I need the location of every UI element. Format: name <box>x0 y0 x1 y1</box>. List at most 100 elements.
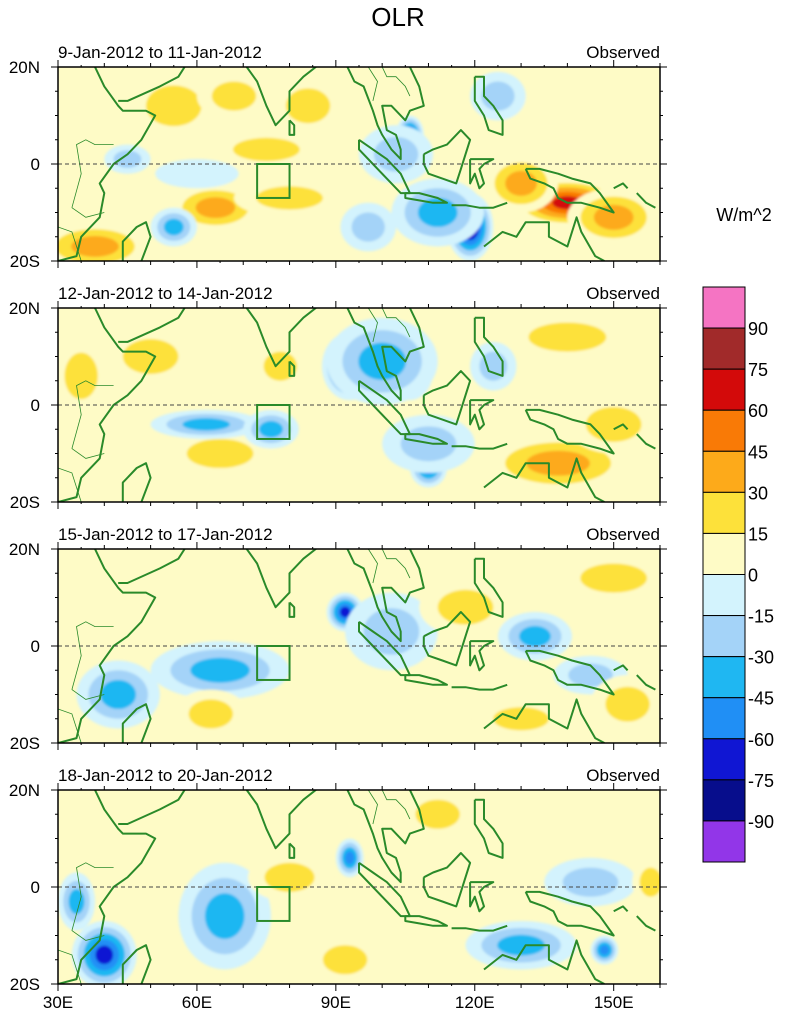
olr-anomaly-region <box>639 867 660 897</box>
legend-label: -90 <box>748 812 774 832</box>
x-tick-label: 150E <box>594 993 634 1012</box>
olr-anomaly-region <box>358 342 406 381</box>
legend-swatch <box>702 738 746 781</box>
legend-label: 90 <box>748 319 768 339</box>
panel-period: 15-Jan-2012 to 17-Jan-2012 <box>58 525 273 544</box>
country-border <box>71 930 105 941</box>
coastline <box>404 674 448 686</box>
legend-swatch <box>702 615 746 658</box>
olr-anomaly-region <box>186 438 254 469</box>
legend-swatch <box>702 450 746 493</box>
olr-anomaly-region <box>481 81 515 111</box>
panel-period: 9-Jan-2012 to 11-Jan-2012 <box>58 43 262 62</box>
coastline <box>473 75 504 136</box>
coastline <box>118 790 186 825</box>
panel-label: Observed <box>586 525 660 544</box>
coastline <box>636 674 656 691</box>
olr-anomaly-region <box>437 589 494 625</box>
coastline <box>121 703 152 743</box>
coastlines <box>58 67 656 261</box>
legend-label: 60 <box>748 401 768 421</box>
olr-anomaly-region <box>340 606 351 618</box>
coastline <box>422 370 472 426</box>
olr-anomaly-region <box>145 85 202 127</box>
country-border <box>367 67 378 101</box>
y-tick-label: 20N <box>9 58 40 77</box>
olr-anomaly-region <box>528 322 607 352</box>
olr-field <box>58 790 660 984</box>
olr-anomaly-region <box>605 686 650 722</box>
olr-anomaly-region <box>264 862 315 892</box>
coastline <box>121 944 152 984</box>
olr-anomaly-region <box>190 657 250 683</box>
olr-anomaly-region <box>417 197 458 228</box>
olr-anomaly-region <box>505 170 537 196</box>
legend-swatch <box>702 491 746 534</box>
panel-period: 12-Jan-2012 to 14-Jan-2012 <box>58 284 273 303</box>
country-border <box>71 380 114 449</box>
coastline <box>483 216 605 261</box>
map-panels: 20N 0 20S 9-Jan-2012 to 11-Jan-2012 Observed… <box>9 43 667 994</box>
legend-swatch <box>702 409 746 452</box>
olr-anomaly-region <box>285 88 331 124</box>
index-box <box>256 645 291 681</box>
y-tick-label: 0 <box>31 155 40 174</box>
legend-label: 75 <box>748 360 768 380</box>
coastline <box>469 158 495 190</box>
y-tick-label: 20N <box>9 299 40 318</box>
olr-anomaly-region <box>113 150 142 168</box>
map-panel: 20N 0 20S 9-Jan-2012 to 11-Jan-2012 Observed <box>9 43 667 271</box>
y-tick-label: 20S <box>10 975 40 994</box>
coastline <box>245 549 318 609</box>
legend-label: 45 <box>748 442 768 462</box>
x-tick-label: 90E <box>321 993 351 1012</box>
coastline <box>473 557 504 618</box>
legend-label: 0 <box>748 566 758 586</box>
coastline <box>422 611 472 667</box>
figure-title: OLR <box>371 2 424 32</box>
olr-anomaly-region <box>95 945 114 965</box>
coastline <box>346 308 425 402</box>
country-border <box>367 308 378 342</box>
olr-anomaly-region <box>497 934 545 956</box>
coastline <box>613 423 629 431</box>
coastline <box>422 129 472 185</box>
legend-label: -45 <box>748 689 774 709</box>
olr-anomaly-region <box>568 663 613 687</box>
y-tick-label: 0 <box>31 637 40 656</box>
legend-label: -75 <box>748 771 774 791</box>
coastline <box>121 221 152 261</box>
x-tick-label: 120E <box>455 993 495 1012</box>
coastline <box>58 549 157 743</box>
panel-label: Observed <box>586 284 660 303</box>
x-axis: 30E 60E 90E 120E 150E <box>43 993 634 1012</box>
olr-anomaly-region <box>204 893 245 939</box>
coastline <box>613 664 629 672</box>
map-panel: 20N 0 20S 15-Jan-2012 to 17-Jan-2012 Observe… <box>9 525 667 753</box>
y-tick-label: 20S <box>10 493 40 512</box>
coastline <box>346 67 425 161</box>
coastline <box>473 798 504 859</box>
olr-anomaly-region <box>100 679 137 710</box>
y-tick-label: 20N <box>9 540 40 559</box>
olr-anomaly-region <box>104 558 197 617</box>
coastline <box>288 842 296 859</box>
x-tick-label: 60E <box>182 993 212 1012</box>
y-tick-label: 20S <box>10 252 40 271</box>
olr-anomaly-region <box>127 814 221 863</box>
coastline <box>469 881 495 913</box>
coastline <box>483 457 605 502</box>
coastline <box>451 442 508 450</box>
y-tick-label: 0 <box>31 396 40 415</box>
index-box <box>256 404 291 440</box>
olr-field <box>58 67 660 261</box>
y-tick-label: 0 <box>31 878 40 897</box>
country-border <box>58 226 82 261</box>
coastline <box>245 308 318 368</box>
olr-anomaly-region <box>68 889 85 915</box>
coastline <box>636 192 656 209</box>
olr-anomaly-region <box>64 352 98 400</box>
olr-anomaly-region <box>233 137 300 162</box>
coastline <box>58 790 157 984</box>
olr-anomaly-region <box>580 563 648 593</box>
